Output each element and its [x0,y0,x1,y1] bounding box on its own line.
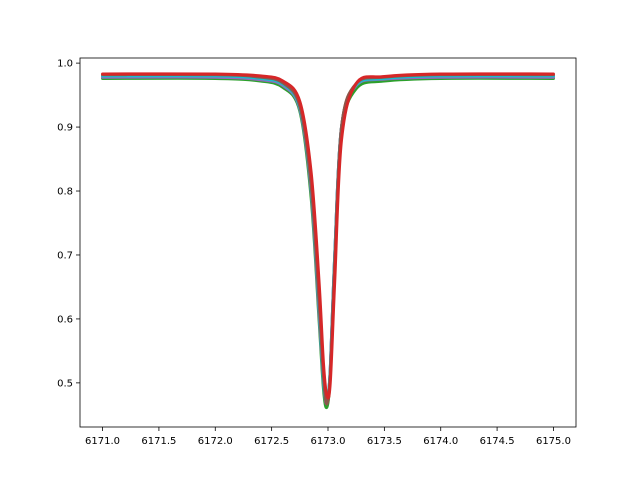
y-tick-label: 0.5 [57,378,73,389]
plot-frame [79,57,577,428]
x-tick-label: 6172.5 [254,436,289,447]
x-tick-label: 6173.0 [311,436,346,447]
x-tick-label: 6171.5 [141,436,176,447]
series-line-7 [101,72,555,400]
y-tick-label: 0.9 [57,123,73,134]
x-tick-label: 6175.0 [536,436,571,447]
y-axis-ticks: 0.5 0.6 0.7 0.8 0.9 1.0 [57,59,80,389]
y-tick-label: 0.7 [57,250,73,261]
plot-area [80,58,576,427]
x-tick-label: 6174.0 [423,436,458,447]
x-tick-label: 6171.0 [85,436,120,447]
y-tick-label: 0.8 [57,187,73,198]
y-tick-label: 1.0 [57,59,73,70]
x-tick-label: 6173.5 [367,436,402,447]
x-tick-label: 6172.0 [198,436,233,447]
x-axis-ticks: 6171.0 6171.5 6172.0 6172.5 6173.0 6173.5 6174… [85,427,571,447]
x-tick-label: 6174.5 [480,436,515,447]
y-tick-label: 0.6 [57,314,73,325]
series-layer [101,72,555,410]
